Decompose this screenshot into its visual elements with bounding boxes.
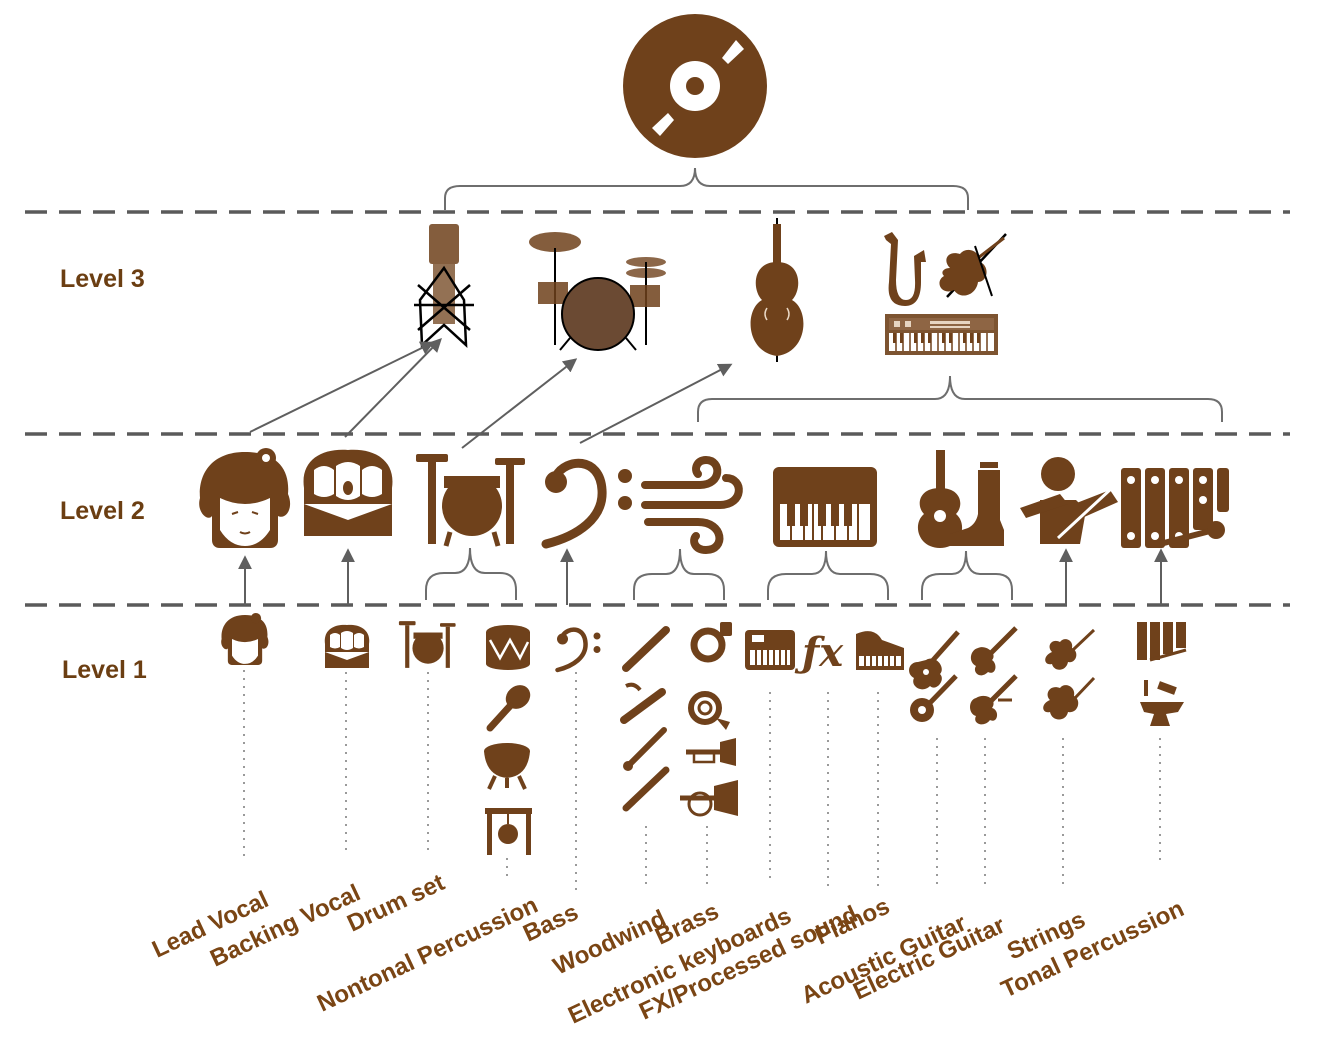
drum-set-icon xyxy=(416,454,525,547)
guitar-boot-icon xyxy=(917,450,1004,548)
brace-keys xyxy=(767,550,889,600)
singer-face-icon xyxy=(199,448,291,548)
french-horn-icon xyxy=(688,691,730,730)
trumpet-icon xyxy=(686,738,736,766)
brace-level3-group xyxy=(444,167,969,210)
keyboard-icon xyxy=(745,630,795,670)
svg-text:ƒx: ƒx xyxy=(794,629,844,676)
flute-icon xyxy=(622,626,670,672)
arrow-bass-to-double-bass xyxy=(579,363,733,444)
level-1-label: Level 1 xyxy=(62,656,147,684)
brace-drum-percussion xyxy=(425,547,517,600)
snare-drum-icon xyxy=(486,625,530,670)
singer-face-icon xyxy=(221,612,269,665)
violin-icon xyxy=(1045,628,1096,670)
drum-set-icon xyxy=(398,621,456,668)
wind-icon xyxy=(641,455,743,555)
flugelhorn-icon xyxy=(680,780,738,817)
piano-keys-icon xyxy=(773,467,877,547)
oboe-icon xyxy=(622,766,670,812)
level-2-label: Level 2 xyxy=(60,497,145,525)
choir-icon xyxy=(303,449,393,536)
grand-piano-icon xyxy=(856,631,904,670)
brace-wind xyxy=(633,548,725,600)
brace-guitar xyxy=(921,550,1013,600)
maraca-icon xyxy=(486,685,531,732)
drum-kit-icon xyxy=(529,232,666,351)
vinyl-record-icon xyxy=(623,14,767,158)
bass-clef-icon xyxy=(541,458,632,549)
electric-bass-icon xyxy=(970,674,1018,725)
timpani-icon xyxy=(484,743,530,790)
anvil-icon xyxy=(1140,680,1184,726)
brace-other-instruments xyxy=(697,375,1223,422)
violin-icon xyxy=(939,233,1007,298)
microphone-icon xyxy=(414,224,474,348)
banjo-icon xyxy=(910,674,958,722)
viola-icon xyxy=(1043,676,1096,720)
bass-clef-icon xyxy=(555,627,601,673)
double-bass-icon xyxy=(750,218,804,362)
synthesizer-icon xyxy=(885,314,998,355)
glockenspiel-icon xyxy=(1137,622,1187,662)
bassoon-icon xyxy=(620,682,666,724)
label-pianos: Pianos xyxy=(811,893,894,951)
clarinet-icon xyxy=(623,727,667,771)
arrow-drum-set-to-drum-kit xyxy=(461,358,578,449)
arrow-lead-vocal-to-microphone xyxy=(249,341,435,433)
saxophone-icon xyxy=(884,232,926,306)
arrow-backing-vocal-to-microphone xyxy=(344,337,442,438)
violinist-icon xyxy=(1020,457,1118,544)
electric-guitar-icon xyxy=(970,626,1018,676)
tuba-icon xyxy=(690,622,732,663)
acoustic-guitar-icon xyxy=(909,630,960,690)
gong-icon xyxy=(485,808,532,855)
fx-icon: ƒx xyxy=(794,629,844,676)
xylophone-icon xyxy=(1121,468,1229,548)
choir-icon xyxy=(324,624,370,668)
level-3-label: Level 3 xyxy=(60,265,145,293)
